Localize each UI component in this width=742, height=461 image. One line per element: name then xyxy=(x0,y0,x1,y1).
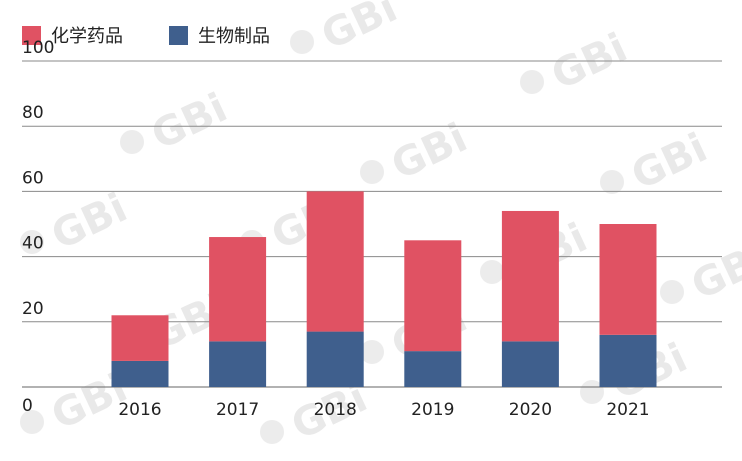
watermark-text: GBi xyxy=(545,25,634,99)
y-tick-label: 100 xyxy=(22,38,54,58)
y-tick-label: 80 xyxy=(22,103,44,123)
legend-label-biologics: 生物制品 xyxy=(198,26,270,47)
legend-item-chemical-drugs: 化学药品 xyxy=(22,22,123,48)
watermark-hexagon-icon xyxy=(20,230,44,254)
watermark-hexagon-icon xyxy=(480,260,504,284)
legend-item-biologics: 生物制品 xyxy=(169,22,270,48)
bar-segment xyxy=(404,240,462,352)
watermark-text: GBi xyxy=(145,85,234,159)
watermark-hexagon-icon xyxy=(260,420,284,444)
watermark-hexagon-icon xyxy=(20,410,44,434)
x-tick-label: 2016 xyxy=(118,400,161,420)
watermark-text: GBi xyxy=(315,0,404,59)
bar-segment xyxy=(209,237,267,342)
bar-segment xyxy=(306,331,364,387)
y-tick-label: 20 xyxy=(22,299,44,319)
watermark-hexagon-icon xyxy=(290,30,314,54)
x-axis-labels: 2016 2017 2018 2019 2020 2021 xyxy=(118,400,649,420)
legend-swatch-biologics xyxy=(169,25,188,45)
watermark-hexagon-icon xyxy=(520,70,544,94)
watermark-text: GBi xyxy=(45,185,134,259)
legend-label-chemical-drugs: 化学药品 xyxy=(51,26,123,47)
y-axis-labels: 0 20 40 60 80 100 xyxy=(22,38,54,416)
watermark-hexagon-icon xyxy=(360,340,384,364)
bar-segment xyxy=(111,360,169,387)
watermark-hexagon-icon xyxy=(360,160,384,184)
legend-swatch-chemical-drugs xyxy=(22,25,41,45)
x-tick-label: 2017 xyxy=(216,400,259,420)
watermark-text: GBi xyxy=(625,125,714,199)
y-tick-label: 40 xyxy=(22,234,44,254)
watermark-hexagon-icon xyxy=(120,130,144,154)
bar-segment xyxy=(501,210,559,342)
watermark-hexagon-icon xyxy=(600,170,624,194)
bar-segment xyxy=(306,191,364,332)
watermark-text: GBi xyxy=(685,235,742,309)
bars xyxy=(111,191,657,387)
x-tick-label: 2020 xyxy=(509,400,552,420)
y-tick-label: 0 xyxy=(22,396,33,416)
watermark-hexagon-icon xyxy=(660,280,684,304)
bar-segment xyxy=(501,341,559,387)
y-tick-label: 60 xyxy=(22,168,44,188)
bar-segment xyxy=(209,341,267,387)
x-tick-label: 2021 xyxy=(606,400,649,420)
bar-segment xyxy=(599,334,657,387)
watermark-hexagon-icon xyxy=(580,380,604,404)
bar-segment xyxy=(599,224,657,335)
x-tick-label: 2018 xyxy=(314,400,357,420)
bar-segment xyxy=(111,315,169,361)
legend: 化学药品 生物制品 xyxy=(22,22,316,48)
x-tick-label: 2019 xyxy=(411,400,454,420)
bar-segment xyxy=(404,351,462,387)
